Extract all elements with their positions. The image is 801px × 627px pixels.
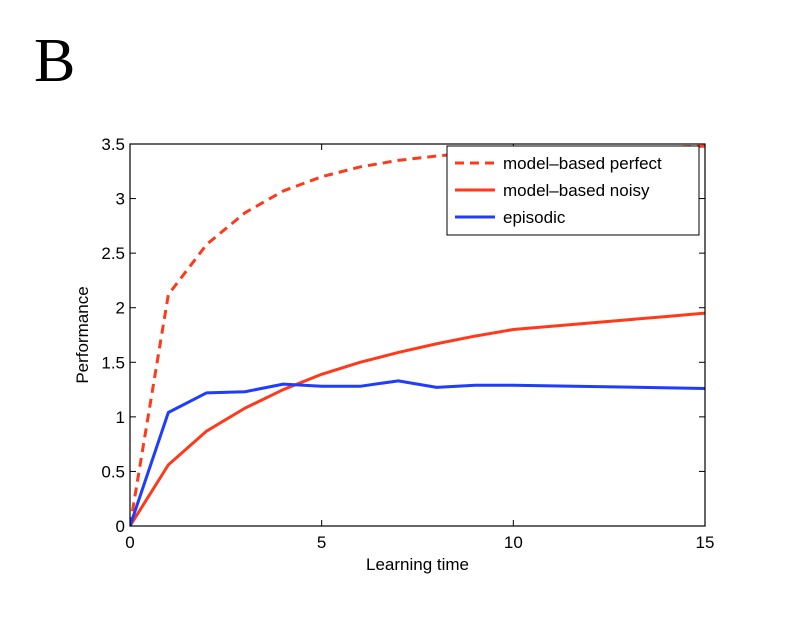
x-tick-label: 5	[317, 533, 326, 552]
x-axis-label: Learning time	[366, 555, 469, 574]
y-tick-label: 0.5	[101, 462, 125, 481]
ticks-layer: 0 5 10 15 0 0.5 1 1.5 2 2.5 3 3.5	[101, 135, 714, 552]
x-tick-label: 0	[125, 533, 134, 552]
x-tick-label: 15	[696, 533, 715, 552]
y-tick-label: 3.5	[101, 135, 125, 154]
axes-layer	[129, 143, 706, 527]
series-line-3	[130, 379, 705, 526]
legend-label-3: episodic	[503, 208, 566, 227]
y-tick-label: 2.5	[101, 244, 125, 263]
y-axis-label: Performance	[73, 286, 92, 383]
y-tick-label: 2	[116, 299, 125, 318]
axes-frame	[129, 143, 706, 527]
legend-label-1: model–based perfect	[503, 154, 662, 173]
panel-letter: B	[34, 27, 76, 95]
y-tick-label: 3	[116, 190, 125, 209]
legend: model–based perfect model–based noisy epis…	[446, 145, 700, 236]
y-tick-label: 0	[116, 517, 125, 536]
series-line-2	[130, 311, 705, 526]
legend-label-2: model–based noisy	[503, 181, 650, 200]
y-tick-label: 1.5	[101, 353, 125, 372]
x-tick-label: 10	[504, 533, 523, 552]
y-tick-label: 1	[116, 408, 125, 427]
